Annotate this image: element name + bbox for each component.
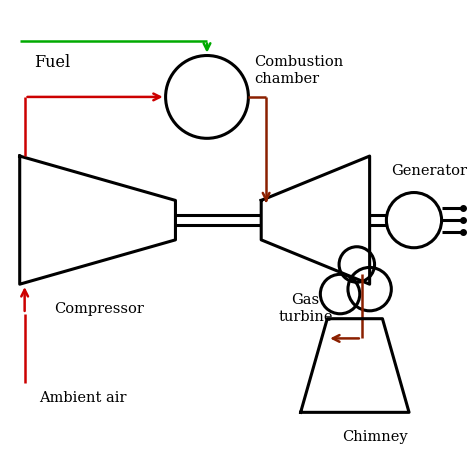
Text: Generator: Generator: [391, 164, 467, 178]
Text: Ambient air: Ambient air: [39, 391, 127, 404]
Text: Compressor: Compressor: [54, 302, 144, 316]
Text: Chimney: Chimney: [342, 430, 407, 444]
Text: Gas
turbine: Gas turbine: [278, 293, 333, 324]
Text: Fuel: Fuel: [35, 54, 71, 71]
Text: Combustion
chamber: Combustion chamber: [255, 55, 344, 86]
